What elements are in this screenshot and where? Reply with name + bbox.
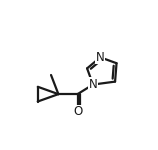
Text: O: O [73,105,82,118]
Text: N: N [96,51,105,64]
Text: N: N [89,78,97,91]
